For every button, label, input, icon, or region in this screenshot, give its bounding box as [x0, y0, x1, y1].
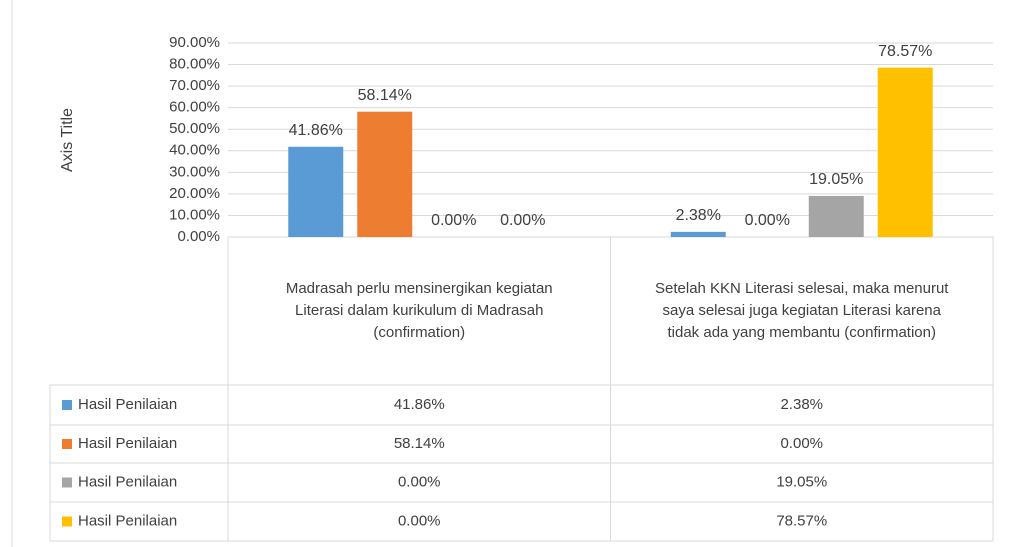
- data-label: 41.86%: [289, 122, 343, 139]
- y-axis-title: Axis Title: [59, 108, 76, 172]
- bar: [357, 111, 413, 237]
- legend-label: Hasil Penilaian: [78, 473, 177, 490]
- y-tick-label: 70.00%: [169, 77, 220, 94]
- y-tick-label: 40.00%: [169, 142, 220, 159]
- table-value: 19.05%: [776, 473, 827, 490]
- table-value: 78.57%: [776, 512, 827, 529]
- legend-key: [62, 516, 72, 527]
- y-tick-label: 80.00%: [169, 56, 220, 73]
- y-tick-label: 60.00%: [169, 99, 220, 116]
- table-value: 58.14%: [394, 435, 445, 452]
- category-cell: Setelah KKN Literasi selesai, maka menur…: [655, 280, 949, 341]
- y-tick-label: 50.00%: [169, 120, 220, 137]
- bar: [877, 67, 933, 237]
- data-label: 58.14%: [358, 87, 412, 104]
- y-tick-label: 0.00%: [177, 228, 220, 245]
- table-value: 0.00%: [780, 435, 823, 452]
- legend-label: Hasil Penilaian: [78, 435, 177, 452]
- y-tick-label: 90.00%: [169, 34, 220, 51]
- bar: [288, 146, 344, 237]
- y-tick-label: 20.00%: [169, 185, 220, 202]
- bar: [808, 195, 864, 237]
- y-tick-label: 10.00%: [169, 206, 220, 223]
- data-label: 78.57%: [878, 43, 932, 60]
- legend-key: [62, 477, 72, 488]
- table-value: 41.86%: [394, 396, 445, 413]
- y-tick-label: 30.00%: [169, 163, 220, 180]
- legend-label: Hasil Penilaian: [78, 512, 177, 529]
- table-value: 2.38%: [780, 396, 823, 413]
- legend-key: [62, 400, 72, 410]
- data-label: 19.05%: [809, 171, 863, 188]
- bar: [670, 231, 726, 237]
- category-cell: Madrasah perlu mensinergikan kegiatan Li…: [285, 280, 553, 341]
- data-label: 0.00%: [745, 212, 790, 229]
- x-tick-label: Setelah KKN Literasi selesai, maka menur…: [655, 280, 949, 341]
- table-value: 0.00%: [398, 512, 441, 529]
- data-label: 0.00%: [431, 212, 476, 229]
- data-label: 2.38%: [676, 207, 721, 224]
- data-label: 0.00%: [500, 212, 545, 229]
- x-tick-label: Madrasah perlu mensinergikan kegiatan Li…: [285, 280, 553, 341]
- legend-key: [62, 439, 72, 449]
- legend-label: Hasil Penilaian: [78, 396, 177, 413]
- table-value: 0.00%: [398, 473, 441, 490]
